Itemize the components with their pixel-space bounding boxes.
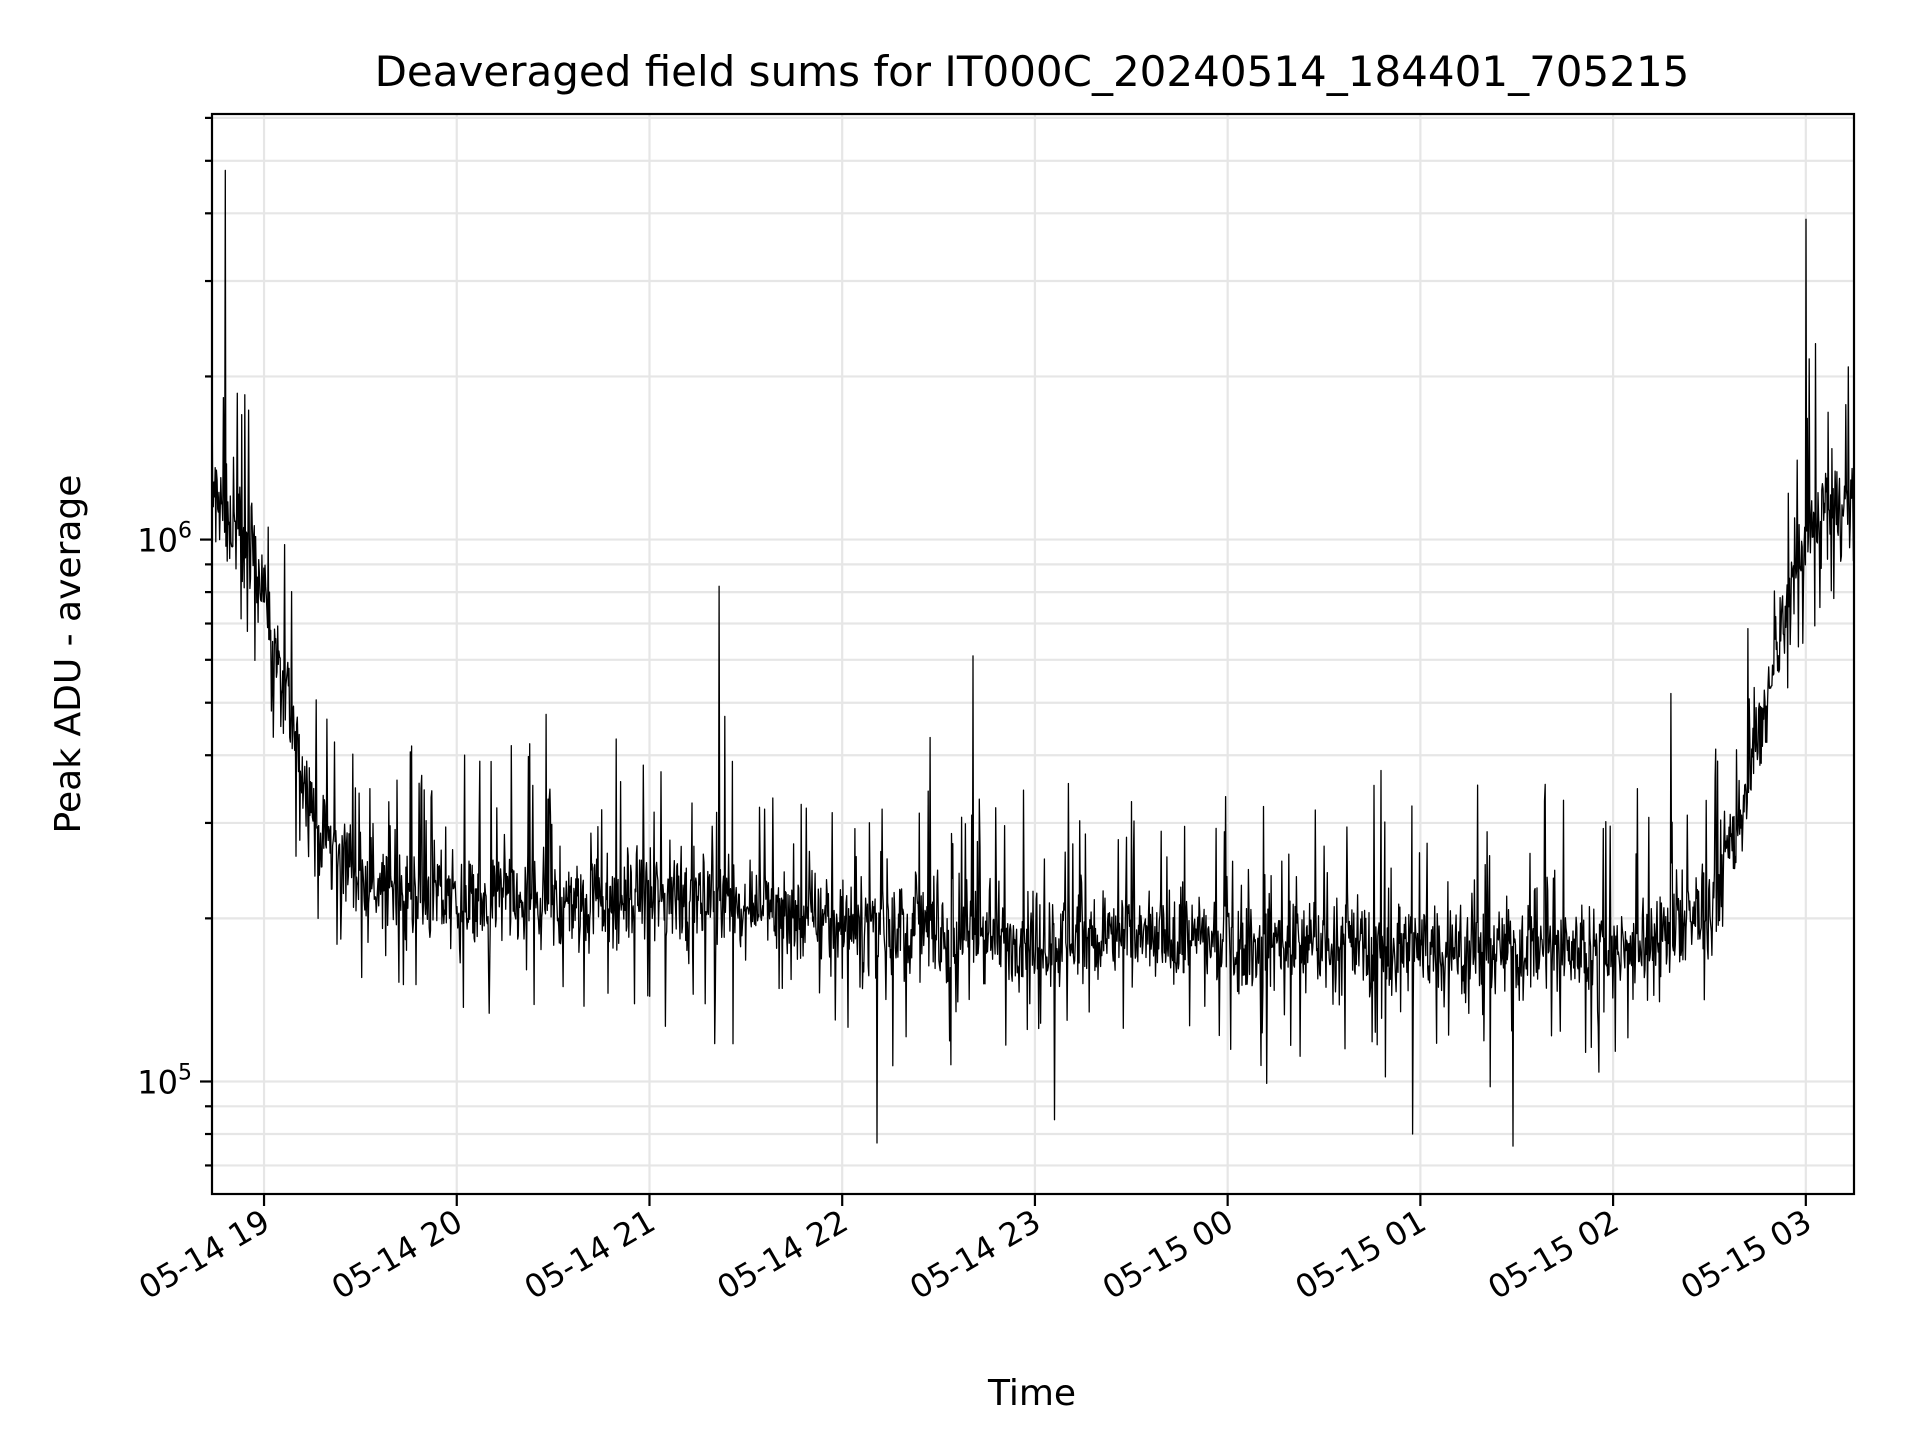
y-tick-label: 105: [137, 1060, 192, 1101]
x-tick-label: 05-14 21: [518, 1202, 662, 1307]
series-line: [211, 169, 1855, 1147]
y-tick-base: 10: [137, 1063, 178, 1101]
y-tick-exponent: 5: [178, 1060, 192, 1085]
x-tick-label: 05-15 02: [1481, 1202, 1625, 1307]
y-tick-label: 106: [137, 519, 192, 560]
grid-lines: [212, 114, 1854, 1194]
y-tick-base: 10: [137, 522, 178, 560]
x-tick-label: 05-14 19: [132, 1202, 276, 1307]
x-tick-label: 05-15 03: [1674, 1202, 1818, 1307]
y-axis-label: Peak ADU - average: [48, 475, 89, 834]
x-tick-label: 05-15 01: [1289, 1202, 1433, 1307]
chart-title: Deaveraged field sums for IT000C_2024051…: [375, 47, 1690, 96]
x-axis-label: Time: [987, 1373, 1076, 1414]
y-tick-exponent: 6: [178, 519, 192, 544]
x-axis: 05-14 19 05-14 20 05-14 21 05-14 22 05-14 23…: [132, 1194, 1818, 1307]
x-tick-label: 05-14 20: [325, 1202, 469, 1307]
x-tick-label: 05-15 00: [1096, 1202, 1240, 1307]
plot-frame: [210, 112, 1856, 1196]
x-tick-label: 05-14 22: [711, 1202, 855, 1307]
x-tick-label: 05-14 23: [903, 1202, 1047, 1307]
